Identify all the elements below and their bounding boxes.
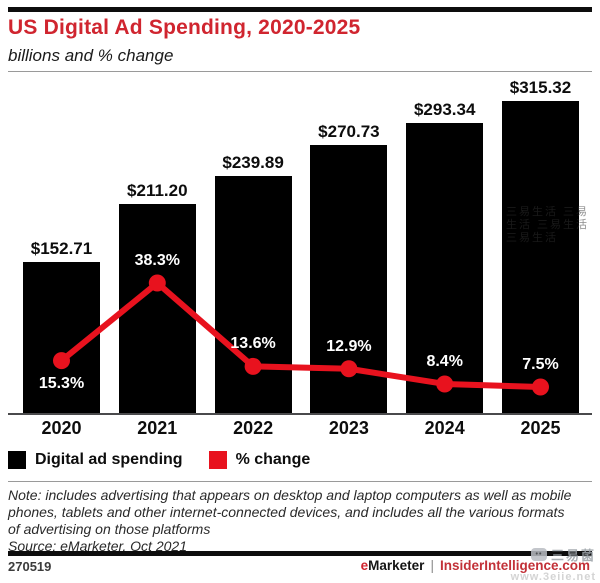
pct-label-2020: 15.3% [38,374,85,392]
legend-item-digital-ad-spending: Digital ad spending [8,451,183,469]
x-tick-2021: 2021 [137,418,178,438]
header-divider [8,71,592,72]
bar-value-label-2021: $211.20 [127,181,188,201]
bar-2021 [118,204,196,413]
chart-source: Source: eMarketer, Oct 2021 [8,538,187,554]
bar-value-label-2022: $239.89 [222,152,284,172]
chart-id: 270519 [8,559,52,574]
pct-label-2022: 13.6% [230,335,276,353]
chart-note: Note: includes advertising that appears … [8,487,572,537]
pct-label-2025: 7.5% [522,356,559,373]
bar-value-label-2025: $315.32 [509,78,572,97]
pct-label-2023: 12.9% [326,337,372,355]
chart-legend: Digital ad spending % change [8,450,310,470]
brand-separator: | [430,558,434,573]
bar-value-label-2023: $270.73 [318,122,380,142]
brand-site-link[interactable]: InsiderIntelligence.com [439,558,590,573]
page-subtitle: billions and % change [8,46,174,65]
bottom-rule [8,551,592,556]
x-axis-line [8,413,592,415]
legend-swatch-red [208,451,227,469]
legend-label: % change [235,451,311,468]
x-tick-2020: 2020 [41,418,82,438]
bar-2023 [310,145,388,413]
pct-label-2024: 8.4% [426,352,463,370]
x-tick-2023: 2023 [328,418,369,438]
legend-label: Digital ad spending [35,451,183,468]
chart-plot: 三易生活 三易生活 三易生活 三易生活 $152.71 2020 $211.20 20… [0,78,600,440]
top-rule [8,7,592,12]
pct-label-2021: 38.3% [134,251,180,269]
x-tick-2025: 2025 [520,418,561,438]
brand-emarketer-rest: Marketer [368,558,425,573]
brand-footer: eMarketer | InsiderIntelligence.com [361,558,590,573]
x-tick-2024: 2024 [424,418,465,438]
page-title: US Digital Ad Spending, 2020-2025 [8,16,361,39]
note-divider [8,481,592,482]
legend-item-pct-change: % change [208,451,311,469]
x-tick-2022: 2022 [233,418,274,438]
bar-value-label-2020: $152.71 [30,238,93,258]
bar-value-label-2024: $293.34 [413,99,476,119]
legend-swatch-black [8,451,26,469]
brand-emarketer-e: e [360,558,369,573]
bar-2022 [214,175,292,413]
